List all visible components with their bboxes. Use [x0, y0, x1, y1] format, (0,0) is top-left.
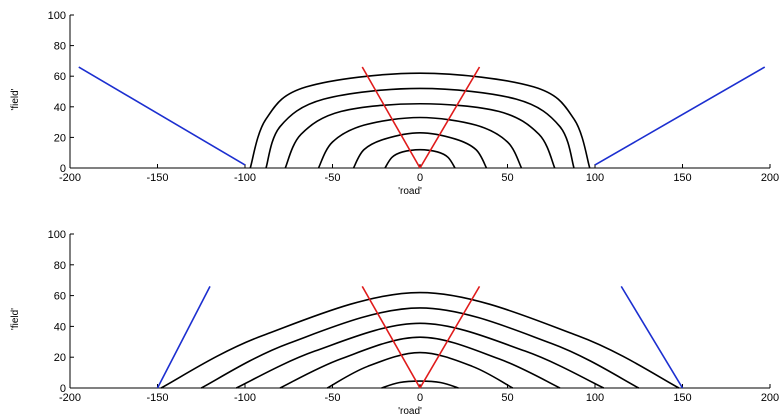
x-tick-label: 200 [761, 392, 779, 404]
y-tick-label: 60 [54, 291, 66, 303]
y-tick-label: 0 [60, 163, 66, 175]
contour-line-6 [249, 72, 591, 169]
x-tick-label: -200 [59, 172, 81, 184]
contour-line-1 [384, 148, 456, 169]
y-tick-label: 80 [54, 41, 66, 53]
x-tick-label: 50 [501, 172, 513, 184]
x-tick-label: 100 [586, 172, 604, 184]
x-tick-label: -100 [234, 392, 256, 404]
blue-line-2 [594, 66, 766, 166]
y-tick-label: 100 [48, 229, 66, 241]
y-tick-label: 40 [54, 102, 66, 114]
y-tick-label: 80 [54, 260, 66, 272]
contour-line-2 [326, 351, 514, 389]
x-tick-label: 0 [417, 392, 423, 404]
y-axis-label: 'field' [10, 88, 21, 110]
x-tick-label: 200 [761, 172, 779, 184]
contour-line-2 [352, 132, 488, 169]
y-tick-label: 20 [54, 352, 66, 364]
contour-line-5 [200, 307, 640, 389]
y-tick-label: 100 [48, 10, 66, 22]
x-tick-label: 0 [417, 172, 423, 184]
blue-line-1 [156, 285, 211, 389]
contour-line-3 [317, 116, 523, 169]
contour-line-4 [284, 102, 556, 169]
x-tick-label: 150 [673, 172, 691, 184]
red-line-2 [419, 285, 481, 389]
plot-2: -200 -150 -100 -50 0 50 100 150 200 0 20 40 60 80 100 '… [10, 229, 779, 417]
y-tick-label: 40 [54, 321, 66, 333]
y-tick-label: 20 [54, 132, 66, 144]
red-line-2 [419, 66, 481, 169]
x-axis-label: 'road' [398, 186, 422, 197]
x-tick-label: -200 [59, 392, 81, 404]
x-tick-label: -100 [234, 172, 256, 184]
contour-line-3 [279, 336, 561, 389]
red-line-1 [361, 285, 421, 389]
x-tick-label: 100 [586, 392, 604, 404]
blue-line-2 [620, 285, 684, 389]
x-tick-label: 150 [673, 392, 691, 404]
x-tick-label: 50 [501, 392, 513, 404]
x-tick-label: -150 [146, 392, 168, 404]
x-tick-label: -50 [325, 172, 341, 184]
contour-line-1 [381, 380, 459, 389]
y-axis-label: 'field' [10, 308, 21, 330]
red-line-1 [361, 66, 421, 169]
x-tick-label: -50 [325, 392, 341, 404]
plot-1: -200 -150 -100 -50 0 50 100 150 200 0 20 40 60 80 100 '… [10, 10, 779, 197]
x-tick-label: -150 [146, 172, 168, 184]
contour-line-6 [160, 291, 680, 389]
y-tick-label: 60 [54, 71, 66, 83]
contour-line-5 [265, 87, 575, 169]
contour-line-4 [235, 322, 605, 389]
x-axis-label: 'road' [398, 406, 422, 417]
y-tick-label: 0 [60, 383, 66, 395]
blue-line-1 [78, 66, 246, 166]
